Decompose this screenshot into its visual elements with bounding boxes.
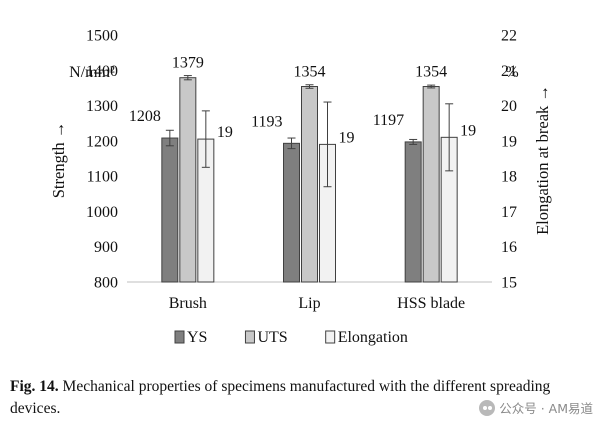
bars: 1208 1379 19 1193 1354 19 1197 1354 19 [129, 55, 476, 283]
bar-ys [404, 141, 422, 283]
left-axis-unit: N/mm² [69, 64, 115, 81]
error-bar [409, 138, 418, 145]
left-tick-label: 800 [94, 275, 118, 292]
right-tick-label: 19 [501, 133, 517, 150]
legend-label-elongation: Elongation [338, 329, 408, 346]
right-axis-unit: % [505, 64, 518, 81]
watermark-text: 公众号 · AM易道 [499, 401, 593, 416]
legend-swatch-elongation [325, 330, 336, 344]
data-label-ys: 1208 [129, 108, 161, 125]
left-tick-label: 1200 [86, 133, 118, 150]
left-tick-label: 1100 [87, 169, 118, 186]
data-label-elongation: 19 [339, 129, 355, 146]
bar-uts [301, 86, 318, 283]
figure-caption: Fig. 14. Mechanical properties of specim… [10, 376, 600, 420]
right-tick-label: 18 [501, 169, 517, 186]
data-label-uts: 1354 [415, 64, 447, 81]
left-tick-label: 900 [94, 239, 118, 256]
error-bar [165, 129, 174, 147]
data-label-ys: 1193 [251, 113, 282, 130]
left-axis-label: Strength → [49, 122, 68, 199]
data-label-ys: 1197 [373, 112, 404, 129]
bar-uts [422, 86, 440, 283]
data-label-elongation: 19 [460, 122, 476, 139]
data-label-uts: 1354 [294, 64, 326, 81]
legend: YS UTS Elongation [174, 329, 408, 346]
error-bar [287, 137, 296, 150]
error-bar [323, 101, 332, 188]
right-tick-label: 21 [501, 63, 517, 80]
wechat-icon [479, 399, 496, 416]
legend-swatch-ys [174, 330, 185, 344]
left-tick-label: 1400 [86, 63, 118, 80]
legend-swatch-uts [244, 330, 255, 344]
left-tick-label: 1000 [86, 204, 118, 221]
right-tick-label: 17 [501, 204, 517, 221]
caption-text: Mechanical properties of specimens manuf… [10, 378, 551, 417]
legend-label-ys: YS [187, 329, 207, 346]
data-label-elongation: 19 [217, 124, 233, 141]
left-tick-label: 1300 [86, 98, 118, 115]
right-tick-label: 16 [501, 239, 517, 256]
error-bar [201, 110, 210, 168]
category-labels: Brush Lip HSS blade [169, 295, 465, 312]
right-tick-label: 20 [501, 98, 517, 115]
watermark: 公众号 · AM易道 [479, 398, 593, 417]
caption-label: Fig. 14. [10, 378, 59, 395]
error-bar [445, 103, 454, 172]
right-tick-label: 22 [501, 28, 517, 45]
error-bar [183, 75, 192, 81]
left-tick-label: 1500 [86, 28, 118, 45]
legend-label-uts: UTS [257, 329, 287, 346]
error-bar [305, 84, 314, 89]
left-axis-ticks: 800 900 1000 1100 1200 1300 1400 1500 [86, 28, 118, 292]
bar-ys [283, 142, 300, 283]
category-label: Brush [169, 295, 207, 312]
error-bar [427, 84, 436, 89]
bar-ys [161, 137, 179, 283]
data-label-uts: 1379 [172, 55, 204, 72]
bar-uts [179, 77, 197, 283]
right-axis-ticks: 15 16 17 18 19 20 21 22 [501, 28, 517, 292]
category-label: Lip [298, 295, 320, 312]
category-label: HSS blade [397, 295, 465, 312]
right-tick-label: 15 [501, 275, 517, 292]
right-axis-label: Elongation at break → [533, 85, 552, 235]
